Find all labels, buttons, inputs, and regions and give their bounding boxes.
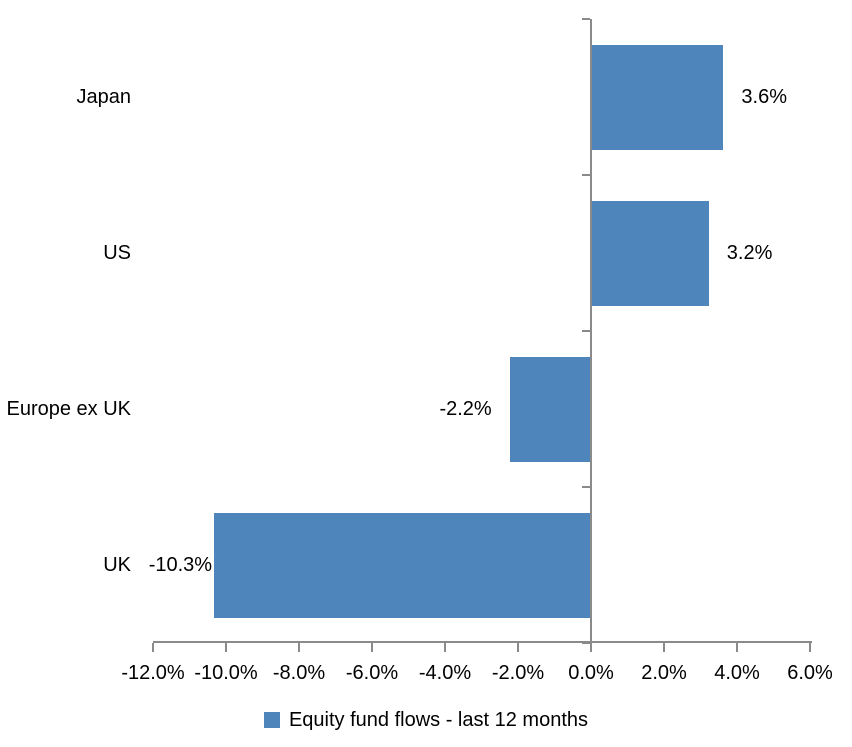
y-axis-tick — [582, 18, 590, 20]
x-axis-tick — [663, 643, 665, 652]
y-axis-tick — [582, 174, 590, 176]
bar — [509, 356, 590, 462]
x-tick-label: -10.0% — [194, 662, 258, 684]
x-axis-tick — [298, 643, 300, 652]
x-tick-label: -4.0% — [418, 662, 472, 684]
category-label: Japan — [76, 86, 132, 108]
y-axis-tick — [582, 642, 590, 644]
category-label: US — [103, 242, 131, 264]
x-axis-tick — [809, 643, 811, 652]
x-tick-label: 2.0% — [641, 662, 687, 684]
x-tick-label: -2.0% — [491, 662, 545, 684]
x-axis-tick — [590, 643, 592, 652]
x-axis-tick — [444, 643, 446, 652]
bar — [214, 512, 590, 618]
bar — [592, 44, 724, 150]
x-axis-tick — [517, 643, 519, 652]
x-tick-label: -12.0% — [121, 662, 185, 684]
bar-value-label: -10.3% — [148, 554, 213, 576]
x-axis-tick — [225, 643, 227, 652]
legend-color-swatch — [263, 712, 280, 728]
bar — [592, 200, 709, 306]
bar-value-label: 3.2% — [726, 242, 773, 264]
x-tick-label: -6.0% — [345, 662, 399, 684]
y-axis-line — [590, 19, 592, 643]
x-axis-tick — [371, 643, 373, 652]
bar-value-label: -2.2% — [439, 398, 492, 420]
x-tick-label: -8.0% — [272, 662, 326, 684]
x-axis-tick — [736, 643, 738, 652]
bar-value-label: 3.6% — [741, 86, 787, 108]
y-axis-tick — [582, 486, 590, 488]
x-axis-tick — [152, 643, 154, 652]
legend-label: Equity fund flows - last 12 months — [288, 708, 589, 731]
legend: Equity fund flows - last 12 months — [0, 704, 852, 736]
y-axis-tick — [582, 330, 590, 332]
category-label: UK — [103, 554, 131, 576]
category-label: Europe ex UK — [6, 398, 131, 420]
x-axis-line — [153, 641, 812, 643]
x-tick-label: 6.0% — [787, 662, 833, 684]
x-tick-label: 4.0% — [714, 662, 760, 684]
x-tick-label: 0.0% — [568, 662, 614, 684]
